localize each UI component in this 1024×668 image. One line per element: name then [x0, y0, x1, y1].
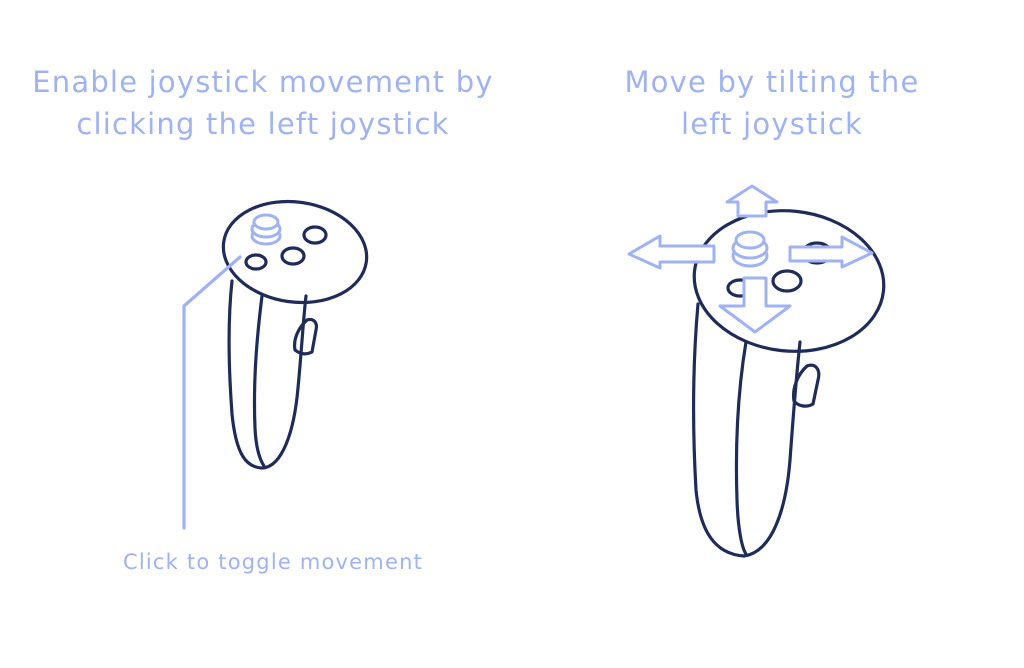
right-controller-trigger: [791, 363, 821, 408]
arrow-down-icon: [718, 276, 792, 334]
left-panel-heading: Enable joystick movement by clicking the…: [0, 61, 526, 145]
arrow-right-icon: [788, 235, 874, 269]
left-panel-heading-line1: Enable joystick movement by: [32, 65, 494, 99]
left-controller-handle: [227, 279, 308, 470]
left-controller-menu-button: [244, 253, 268, 271]
left-controller-ring: [221, 199, 369, 305]
right-panel-heading: Move by tilting the left joystick: [560, 61, 984, 145]
right-controller-grip-ridge: [734, 340, 748, 556]
right-controller-ring: [692, 209, 886, 353]
right-controller-button-b: [771, 269, 803, 293]
right-joystick-icon: [731, 230, 769, 268]
right-controller-handle: [691, 302, 802, 558]
left-controller-trigger: [292, 317, 319, 356]
callout-leader-line: [182, 255, 242, 530]
right-panel-heading-line1: Move by tilting the: [624, 65, 920, 99]
left-controller-button-b: [280, 246, 306, 266]
right-panel-heading-line2: left joystick: [680, 107, 864, 141]
left-joystick-icon: [250, 213, 282, 246]
arrow-up-icon: [725, 184, 779, 218]
left-controller-button-a: [302, 225, 328, 245]
left-panel-heading-line2: clicking the left joystick: [76, 107, 450, 141]
left-controller-grip-ridge: [252, 294, 266, 468]
toggle-movement-caption: Click to toggle movement: [123, 550, 424, 574]
left-controller-icon: [221, 199, 369, 470]
arrow-left-icon: [627, 234, 716, 270]
